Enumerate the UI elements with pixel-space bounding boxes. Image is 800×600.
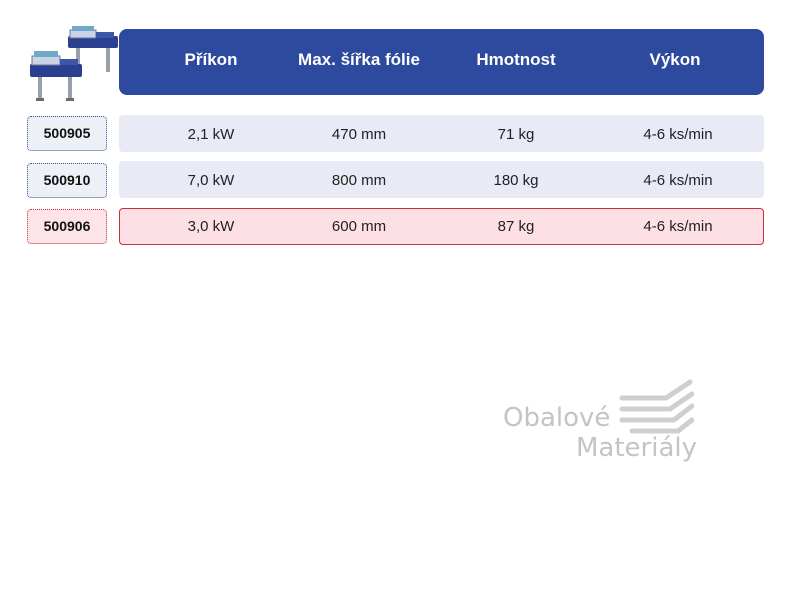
product-code-badge[interactable]: 500910 bbox=[27, 163, 107, 198]
cell-output: 4-6 ks/min bbox=[643, 172, 713, 189]
column-header-power: Příkon bbox=[184, 50, 238, 69]
cell-power: 3,0 kW bbox=[187, 218, 235, 235]
cell-power: 2,1 kW bbox=[187, 126, 235, 143]
cell-power: 7,0 kW bbox=[187, 172, 235, 189]
cell-weight: 87 kg bbox=[497, 218, 535, 235]
product-code-badge-selected[interactable]: 500906 bbox=[27, 209, 107, 244]
cell-weight: 71 kg bbox=[497, 126, 535, 143]
column-header-max-film-width: Max. šířka fólie bbox=[298, 50, 420, 69]
watermark-text-line1: Obalové bbox=[503, 403, 611, 433]
column-header-output: Výkon bbox=[649, 50, 701, 69]
table-header: Příkon Max. šířka fólie Hmotnost Výkon bbox=[119, 29, 764, 95]
cell-max-film-width: 800 mm bbox=[331, 172, 387, 189]
cell-weight: 180 kg bbox=[493, 172, 539, 189]
table-row: 2,1 kW 470 mm 71 kg 4-6 ks/min bbox=[119, 115, 764, 152]
watermark-logo: Obalové Materiály bbox=[500, 376, 700, 466]
table-row: 7,0 kW 800 mm 180 kg 4-6 ks/min bbox=[119, 161, 764, 198]
table-row-selected: 3,0 kW 600 mm 87 kg 4-6 ks/min bbox=[119, 208, 764, 245]
shrink-wrap-machine-icon bbox=[30, 26, 118, 101]
product-image bbox=[26, 18, 118, 104]
watermark-text-line2: Materiály bbox=[576, 433, 698, 463]
cell-output: 4-6 ks/min bbox=[643, 218, 713, 235]
cell-max-film-width: 600 mm bbox=[331, 218, 387, 235]
product-code-badge[interactable]: 500905 bbox=[27, 116, 107, 151]
cell-max-film-width: 470 mm bbox=[331, 126, 387, 143]
column-header-weight: Hmotnost bbox=[476, 50, 556, 69]
stacked-stripes-logo-icon bbox=[619, 379, 694, 434]
cell-output: 4-6 ks/min bbox=[643, 126, 713, 143]
